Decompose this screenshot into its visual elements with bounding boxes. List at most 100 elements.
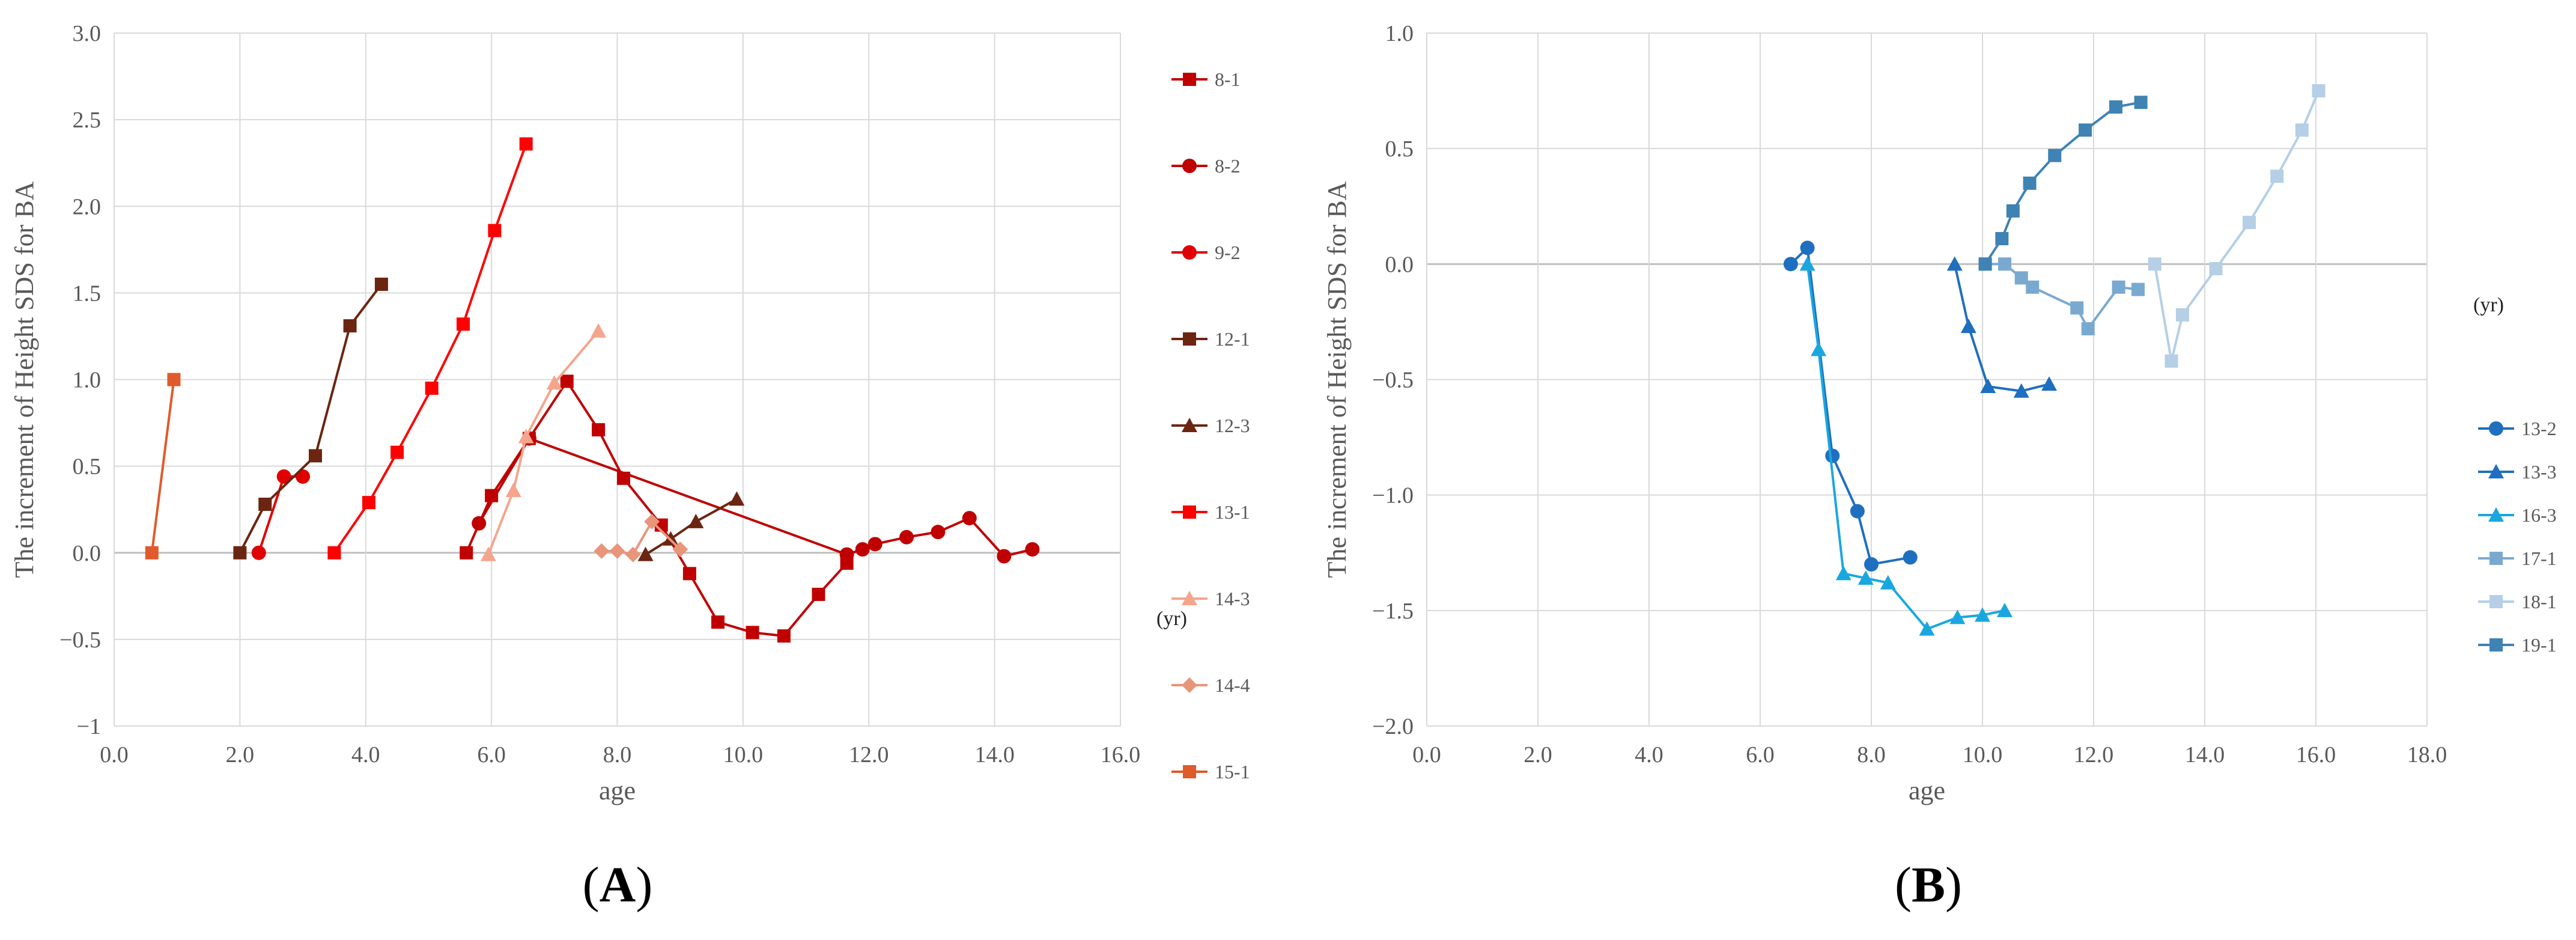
data-point-17-1 xyxy=(2014,271,2028,285)
legend-entry-8-2: 8-2 xyxy=(1171,155,1241,177)
legend-label-17-1: 17-1 xyxy=(2521,548,2557,569)
data-point-16-3 xyxy=(1858,570,1874,585)
y-tick-label-b: −2.0 xyxy=(1372,714,1414,739)
legend-marker-18-1 xyxy=(2489,595,2503,608)
data-point-8-2 xyxy=(931,525,946,540)
data-point-14-4 xyxy=(594,543,610,559)
y-tick-label-a: 3.0 xyxy=(73,21,102,46)
data-point-8-2 xyxy=(867,537,882,552)
data-point-18-1 xyxy=(2176,308,2189,322)
data-point-16-3 xyxy=(1799,256,1815,271)
data-point-19-1 xyxy=(1978,257,1992,271)
legend-entry-8-1: 8-1 xyxy=(1171,69,1241,90)
data-point-8-1 xyxy=(592,423,606,437)
x-tick-label-a: 14.0 xyxy=(974,742,1015,768)
y-tick-label-b: 0.5 xyxy=(1385,136,1414,162)
panel-label-close-b: ) xyxy=(1945,857,1962,913)
chart-panel-b: −2.0 −1.5 −1.0 −0.5 0.0 0.5 1.0 0.0 2.0 4.0 6.0 8.0… xyxy=(1322,21,2557,913)
data-point-18-1 xyxy=(2270,169,2284,183)
series-8-2 xyxy=(472,431,1040,564)
y-tick-label-a: 0.0 xyxy=(73,541,102,566)
series-line-18-1 xyxy=(2153,90,2320,362)
y-axis-title-b: The increment of Height SDS for BA xyxy=(1322,181,1352,578)
data-point-8-1 xyxy=(682,567,696,581)
data-point-8-2 xyxy=(962,511,977,526)
legend-label-13-3: 13-3 xyxy=(2521,461,2557,483)
series-8-1 xyxy=(460,374,854,643)
series-13-2 xyxy=(1783,240,1918,572)
data-point-16-3 xyxy=(1997,602,2012,617)
data-point-13-2 xyxy=(1850,504,1865,519)
data-point-13-3 xyxy=(2013,383,2029,398)
data-point-16-3 xyxy=(1919,621,1935,636)
series-line-17-1 xyxy=(1985,263,2139,330)
legend-marker-15-1 xyxy=(1183,765,1196,778)
legend-label-12-3: 12-3 xyxy=(1215,415,1250,436)
legend-entry-15-1: 15-1 xyxy=(1171,761,1250,783)
data-point-13-1 xyxy=(519,137,533,151)
data-point-14-3 xyxy=(546,375,562,390)
data-point-12-1 xyxy=(374,277,388,291)
legend-marker-14-3 xyxy=(1182,591,1197,605)
gridlines-b xyxy=(1426,32,2428,727)
data-point-13-2 xyxy=(1864,557,1879,572)
data-point-13-1 xyxy=(457,317,470,331)
legend-marker-13-2 xyxy=(2489,421,2503,436)
data-point-17-1 xyxy=(2070,301,2084,315)
data-point-19-1 xyxy=(2023,176,2037,190)
data-point-17-1 xyxy=(1998,257,2011,271)
x-tick-label-a: 6.0 xyxy=(477,742,506,768)
panel-label-letter-b: B xyxy=(1912,857,1945,913)
data-point-13-1 xyxy=(425,381,439,395)
data-point-12-1 xyxy=(258,498,272,511)
data-point-12-3 xyxy=(663,531,679,546)
series-18-1 xyxy=(2148,84,2325,368)
data-point-16-3 xyxy=(1949,609,1966,624)
y-tick-label-a: 0.5 xyxy=(73,454,102,480)
x-tick-label-a: 12.0 xyxy=(849,742,889,768)
series-line-12-3 xyxy=(645,498,738,556)
data-point-13-2 xyxy=(1903,550,1918,565)
data-point-12-3 xyxy=(729,491,745,506)
y-tick-label-b: 0.0 xyxy=(1385,252,1414,277)
data-point-18-1 xyxy=(2164,354,2178,368)
x-tick-label-b: 14.0 xyxy=(2185,742,2225,768)
gridlines-a xyxy=(114,32,1121,727)
x-tick-label-b: 2.0 xyxy=(1523,742,1552,768)
data-point-14-4 xyxy=(644,513,660,530)
legend-marker-19-1 xyxy=(2489,638,2503,652)
y-tick-label-a: −0.5 xyxy=(59,627,101,653)
data-point-14-3 xyxy=(591,323,607,338)
x-tick-label-b: 10.0 xyxy=(1963,742,2003,768)
data-point-8-1 xyxy=(485,489,499,502)
y-tick-label-a: −1 xyxy=(77,714,101,739)
legend-label-16-3: 16-3 xyxy=(2521,504,2557,526)
data-point-13-3 xyxy=(2041,376,2057,391)
panel-label-open-b: ( xyxy=(1895,857,1912,913)
legend-marker-12-1 xyxy=(1183,332,1196,346)
data-point-18-1 xyxy=(2243,216,2256,230)
data-point-19-1 xyxy=(2109,100,2122,114)
data-point-8-2 xyxy=(997,549,1012,564)
series-19-1 xyxy=(1978,96,2148,271)
x-tick-label-a: 16.0 xyxy=(1101,742,1141,768)
y-axis-title-a: The increment of Height SDS for BA xyxy=(10,181,39,578)
legend-label-19-1: 19-1 xyxy=(2521,634,2557,656)
legend-marker-8-2 xyxy=(1182,159,1197,173)
data-point-16-3 xyxy=(1975,607,1990,622)
x-tick-label-b: 0.0 xyxy=(1412,742,1441,768)
x-tick-label-a: 8.0 xyxy=(603,742,632,768)
x-tick-label-b: 4.0 xyxy=(1635,742,1663,768)
data-point-14-4 xyxy=(625,546,641,563)
legend-label-18-1: 18-1 xyxy=(2521,591,2557,612)
data-point-8-2 xyxy=(1025,542,1040,557)
legend-label-8-2: 8-2 xyxy=(1215,155,1241,177)
data-point-8-1 xyxy=(711,615,724,629)
data-point-19-1 xyxy=(2134,96,2148,109)
legend-label-14-4: 14-4 xyxy=(1215,674,1250,696)
y-tick-label-a: 1.5 xyxy=(73,281,102,306)
x-tick-label-a: 4.0 xyxy=(351,742,380,768)
x-tick-label-a: 2.0 xyxy=(226,742,255,768)
series-16-3 xyxy=(1799,256,2012,636)
